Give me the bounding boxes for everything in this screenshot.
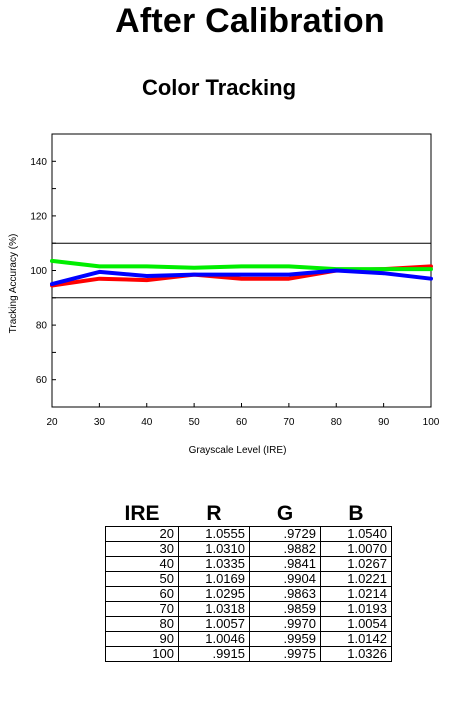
table-cell-g: .9975	[249, 646, 321, 662]
table-row: 80 1.0057 .9970 1.0054	[105, 616, 392, 632]
table-cell-g: .9904	[249, 571, 321, 587]
table-cell-g: .9859	[249, 601, 321, 617]
x-tick-label: 100	[423, 417, 440, 428]
series-line-3	[50, 268, 433, 287]
table-cell-ire: 60	[105, 586, 179, 602]
table-cell-g: .9729	[249, 526, 321, 542]
table-cell-ire: 40	[105, 556, 179, 572]
table-row: 90 1.0046 .9959 1.0142	[105, 631, 392, 647]
page-title: After Calibration	[115, 2, 385, 40]
table-cell-r: 1.0169	[178, 571, 250, 587]
calibration-table: IRE R G B 20 1.0555 .9729 1.0540 30 1.03…	[105, 496, 392, 662]
chart-plot-group: 60 80 100 120 140 20 30 40 50 60 70 80 90 100 Grayscal…	[8, 133, 440, 456]
y-tick-label: 100	[30, 266, 47, 277]
table-cell-ire: 80	[105, 616, 179, 632]
y-tick-label: 60	[36, 375, 48, 386]
table-cell-g: .9841	[249, 556, 321, 572]
x-tick-label: 30	[94, 417, 106, 428]
table-cell-r: .9915	[178, 646, 250, 662]
table-row: 60 1.0295 .9863 1.0214	[105, 586, 392, 602]
table-header-row: IRE R G B	[106, 496, 392, 527]
table-cell-r: 1.0310	[178, 541, 250, 557]
y-tick-label: 120	[30, 211, 47, 222]
table-cell-ire: 90	[105, 631, 179, 647]
table-cell-ire: 30	[105, 541, 179, 557]
x-tick-label: 40	[141, 417, 153, 428]
x-tick-label: 70	[283, 417, 295, 428]
table-cell-b: 1.0326	[320, 646, 392, 662]
table-cell-ire: 50	[105, 571, 179, 587]
table-cell-r: 1.0555	[178, 526, 250, 542]
color-tracking-chart: 60 80 100 120 140 20 30 40 50 60 70 80 90 100 Grayscal…	[8, 133, 440, 456]
table-cell-b: 1.0221	[320, 571, 392, 587]
table-cell-g: .9882	[249, 541, 321, 557]
x-tick-label: 80	[331, 417, 343, 428]
table-row: 30 1.0310 .9882 1.0070	[105, 541, 392, 557]
table-cell-r: 1.0318	[178, 601, 250, 617]
table-cell-b: 1.0070	[320, 541, 392, 557]
table-cell-b: 1.0214	[320, 586, 392, 602]
series-line-2	[50, 258, 433, 272]
y-tick-label: 80	[36, 321, 48, 332]
table-cell-ire: 70	[105, 601, 179, 617]
x-tick-label: 60	[236, 417, 248, 428]
table-cell-r: 1.0295	[178, 586, 250, 602]
table-cell-b: 1.0142	[320, 631, 392, 647]
table-cell-r: 1.0046	[178, 631, 250, 647]
table-row: 50 1.0169 .9904 1.0221	[105, 571, 392, 587]
table-cell-ire: 100	[105, 646, 179, 662]
y-axis-label: Tracking Accuracy (%)	[8, 234, 19, 334]
column-header-ire: IRE	[124, 502, 160, 525]
table-cell-b: 1.0267	[320, 556, 392, 572]
column-header-b: B	[348, 502, 364, 525]
table-row: 100 .9915 .9975 1.0326	[105, 646, 392, 662]
x-tick-label: 90	[378, 417, 390, 428]
table-cell-r: 1.0335	[178, 556, 250, 572]
x-axis-label: Grayscale Level (IRE)	[189, 445, 287, 456]
table-row: 20 1.0555 .9729 1.0540	[105, 526, 392, 542]
table-cell-g: .9959	[249, 631, 321, 647]
table-cell-b: 1.0193	[320, 601, 392, 617]
calibration-table-wrap: IRE R G B 20 1.0555 .9729 1.0540 30 1.03…	[105, 496, 392, 662]
x-tick-label: 50	[189, 417, 201, 428]
table-cell-g: .9863	[249, 586, 321, 602]
table-cell-b: 1.0540	[320, 526, 392, 542]
x-tick-label: 20	[46, 417, 58, 428]
table-cell-r: 1.0057	[178, 616, 250, 632]
y-tick-label: 140	[30, 157, 47, 168]
table-cell-b: 1.0054	[320, 616, 392, 632]
table-row: 70 1.0318 .9859 1.0193	[105, 601, 392, 617]
column-header-r: R	[206, 502, 222, 525]
chart-title: Color Tracking	[141, 75, 297, 100]
table-cell-ire: 20	[105, 526, 179, 542]
table-row: 40 1.0335 .9841 1.0267	[105, 556, 392, 572]
table-cell-g: .9970	[249, 616, 321, 632]
column-header-g: G	[276, 502, 294, 525]
